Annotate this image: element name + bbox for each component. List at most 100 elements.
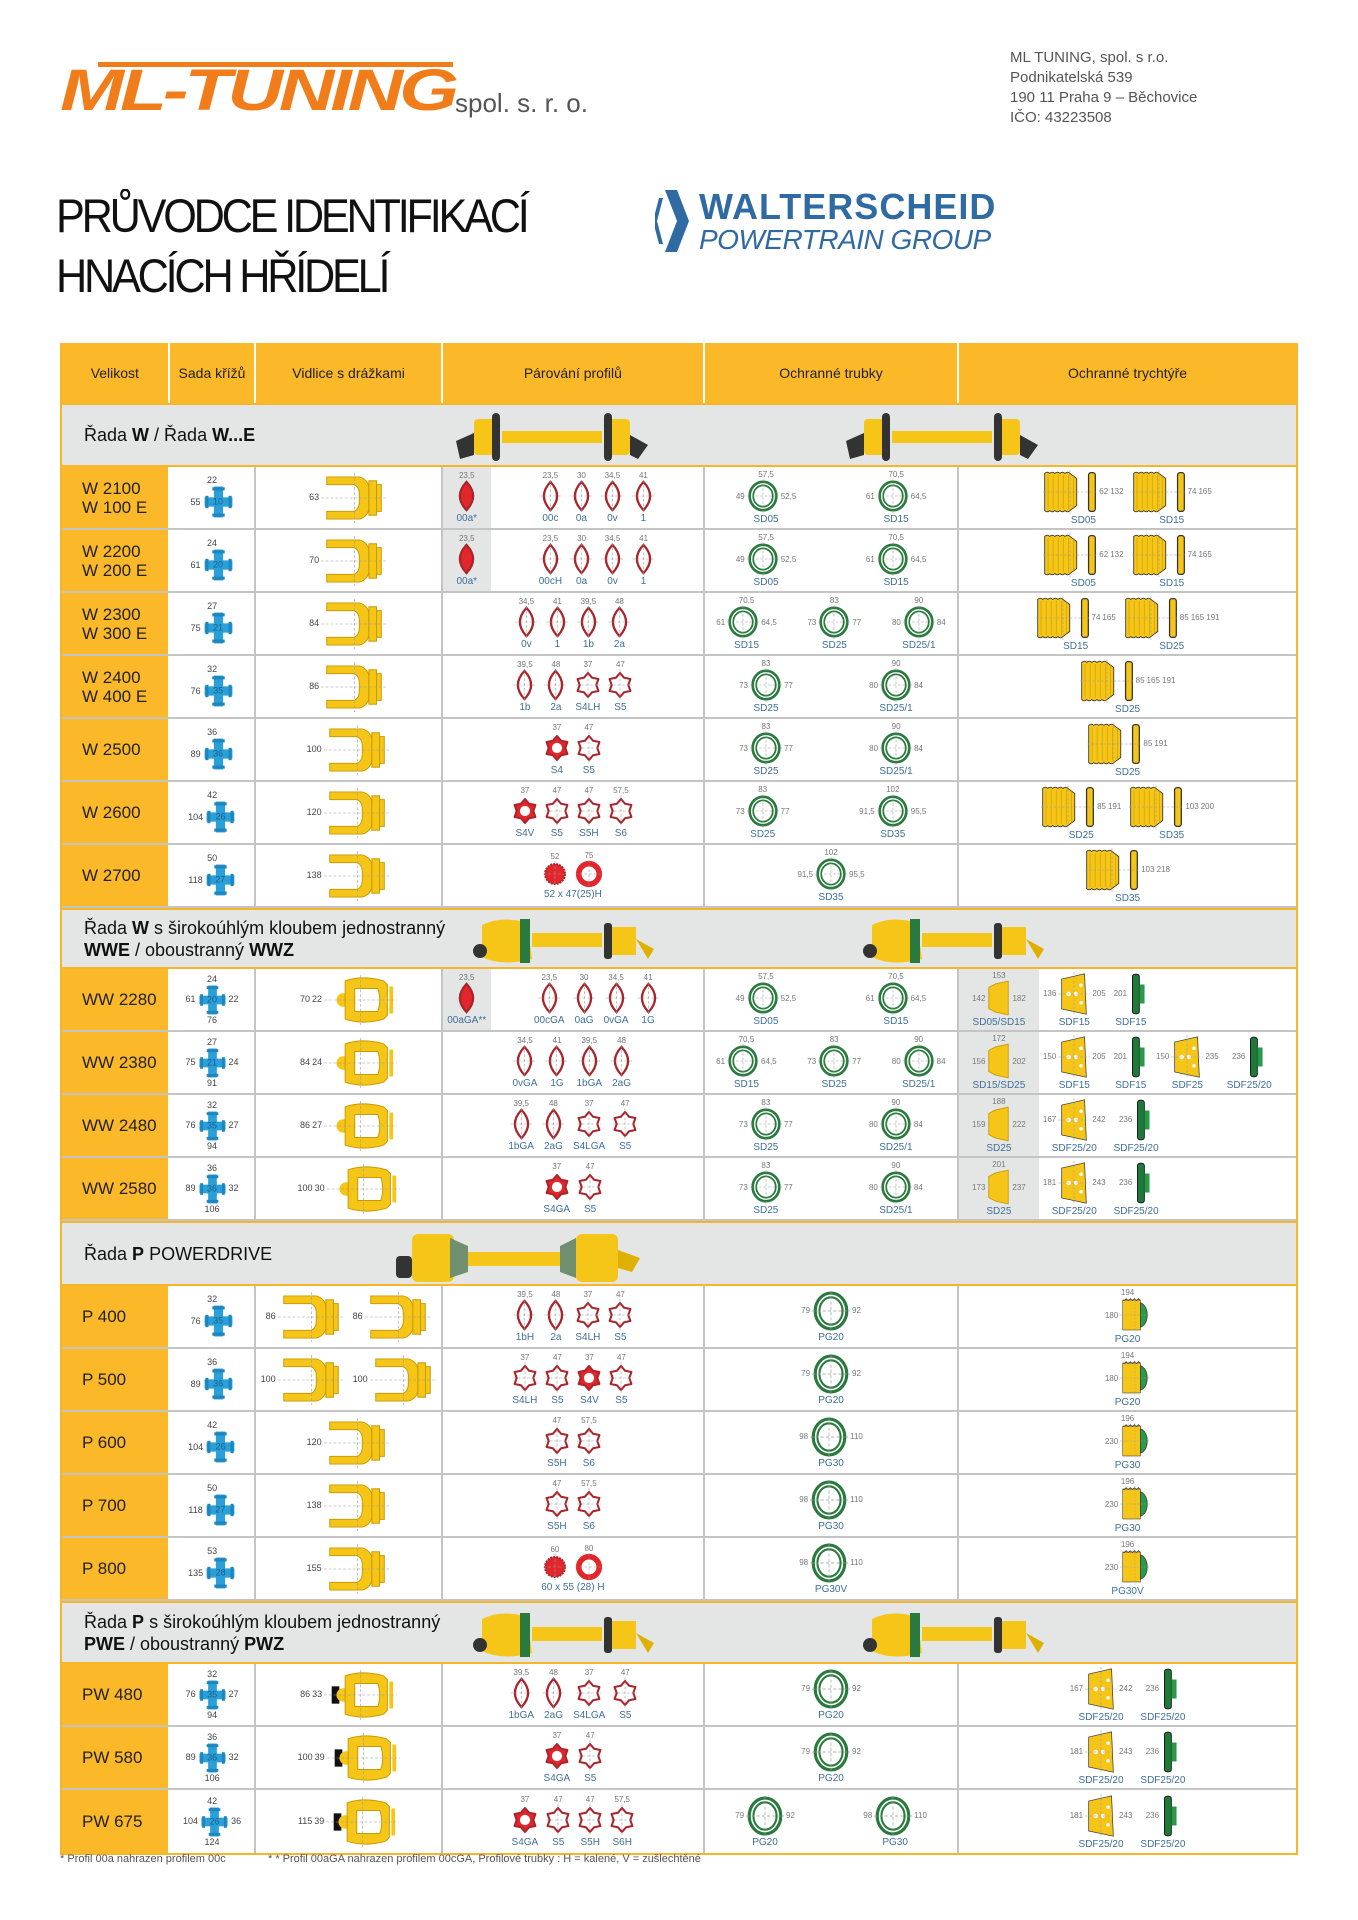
bellows-guard-icon [1043,532,1098,577]
cross-body: 61 20 22 [186,984,239,1016]
yoke-cell: 86 27 [256,1095,443,1156]
guard-body: 181 243 [1070,1729,1132,1774]
cross-cap-width: 24 [228,1057,239,1067]
table-row: PW 480 32 76 35 27 94 86 33 39,5 1bGA 48 2aG 37 S4LGA… [62,1664,1296,1727]
profile-tube-icon [876,794,909,828]
tube-width: 57,5 [758,470,774,479]
guard-name: SD25 [1115,766,1141,778]
size-cell: P 800 [62,1538,170,1599]
yoke-height: 155 [306,1563,322,1573]
cross-kit: 50 118 27 [188,854,235,897]
protective-tube: 70,5 61 64,5 SD15 [866,533,926,588]
protective-tube: 79 92 PG20 [801,1353,861,1406]
cross-body: 104 26 [188,1430,236,1464]
profile-tube-icon [746,479,779,513]
protective-tube: 83 73 77 SD25 [807,1035,861,1090]
profile-tube-icon [876,479,909,513]
profile-tube-pg-icon [810,1416,849,1457]
profile-tube-pg-icon [812,1731,850,1772]
profile: 39,5 1b [577,597,600,650]
protective-tube: 70,5 61 64,5 SD15 [716,596,776,651]
profile: 41 1G [636,973,660,1026]
tube-outer: 92 [852,1369,861,1378]
yoke-pin: 24 [312,1057,323,1067]
guard-outer: 243 [1092,1178,1106,1187]
footnote: * * Profil 00aGA nahrazen profilem 00cGA… [268,1853,701,1865]
title-line: HNACÍCH HŘÍDELÍ [56,249,391,302]
yoke-height: 63 [309,492,320,502]
protective-guard: 167 242 SDF25/20 [1070,1666,1132,1723]
cross-body: 89 36 32 [186,1742,239,1774]
footnote: * Profil 00a nahrazen profilem 00c [60,1853,226,1865]
tube-body: 98 110 [799,1542,863,1583]
section-title-segment: W [132,425,150,445]
protective-guard: 85 191 SD25 [1041,784,1121,841]
yoke-cell: 155 [256,1538,443,1599]
profile-width: 34,5 [604,534,621,543]
tube-outer: 77 [784,680,793,690]
protective-guard: 74 165 SD15 [1035,595,1116,652]
size-cell: P 600 [62,1412,170,1473]
yoke-height: 86 [352,1311,363,1321]
profile-name: S4GA [543,1773,571,1784]
profile-width: 37 [520,786,530,795]
section-title-segment: / Řada [149,425,213,445]
tube-outer: 84 [913,1182,923,1192]
cross-body: 118 27 [188,863,235,897]
profile-name: 00cH [538,576,563,587]
guard-cell: 172 156 202 SD15/SD25 150 205 SDF15 201 SDF15 150… [958,1032,1296,1093]
cone-inner: 159 [972,1119,986,1129]
profile-star-icon [544,795,569,827]
tube-cell: 79 92 PG20 [704,1286,960,1347]
profile-width: 48 [617,1036,627,1045]
yoke: 100 30 [298,1163,400,1214]
cross-kit: 36 89 36 [191,1358,234,1401]
tube-width: 83 [761,722,771,731]
profile-name: S4 [550,765,563,776]
flange-guard-icon [1164,1795,1177,1836]
profile-width: 48 [614,597,624,606]
profile-width: 57,5 [581,1479,597,1488]
profile-tube-icon [876,981,909,1015]
cross-kit-cell: 24 61 20 22 76 [169,969,257,1030]
guard-dim: 236 [1118,1115,1133,1124]
profile-cell: 52 75 52 x 47(25)H [442,845,705,906]
yoke: 100 39 [298,1732,400,1783]
column-header: Velikost [62,343,170,403]
protective-tube: 90 80 84 SD25/1 [892,596,946,651]
profile-star-icon [609,1362,634,1394]
cone-inner: 156 [972,1056,986,1066]
cross-kit: 22 55 10 [191,476,234,519]
tube-inner: 73 [739,680,748,690]
tube-body: 49 52,5 [736,542,796,576]
profile-lemon-icon [601,543,624,575]
profile-name: S5H [547,1458,567,1469]
cross-kit-icon [204,1305,232,1337]
cross-graphic: 27 [205,863,236,897]
cross-code: 21 [207,1057,218,1067]
pg-guard-icon [1120,1297,1151,1333]
yoke-height: 100 [260,1374,276,1384]
tube-name: PG20 [752,1836,778,1848]
cross-kit-icon [206,801,235,833]
profile-tube-pg-icon [812,1353,850,1394]
cross-kit-cell: 27 75 21 24 91 [169,1032,257,1093]
profile-name: S5 [583,1204,597,1215]
cross-graphic: 35 [198,1110,227,1142]
tube-outer: 77 [784,743,793,753]
profile-width: 47 [552,1479,562,1488]
section-title-segment: s širokoúhlým kloubem jednostranný [144,1611,441,1632]
profile-star-icon [613,1108,638,1140]
yoke: 138 [307,1480,391,1531]
tube-cell: 98 110 PG30V [704,1538,960,1599]
cross-span: 106 [204,1203,220,1214]
profile-lemon-icon [509,1677,533,1709]
yoke-height: 86 [300,1689,311,1699]
guard-body: 167 242 [1043,1097,1106,1142]
protective-guard: 85 191 SD25 [1087,721,1168,778]
section-title-segment: POWERDRIVE [144,1243,273,1264]
yoke: 63 [309,472,389,523]
tube-width: 70,5 [888,972,904,981]
profile-width: 37 [520,1795,530,1804]
yoke: 86 [309,661,389,712]
